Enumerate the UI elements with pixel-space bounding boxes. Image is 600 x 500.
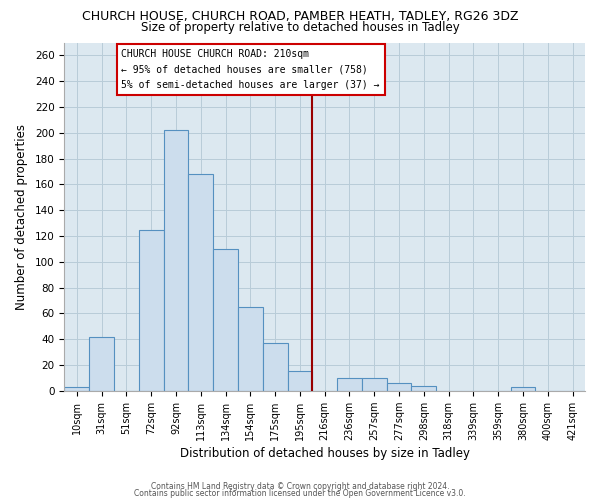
X-axis label: Distribution of detached houses by size in Tadley: Distribution of detached houses by size … (180, 447, 470, 460)
Text: CHURCH HOUSE, CHURCH ROAD, PAMBER HEATH, TADLEY, RG26 3DZ: CHURCH HOUSE, CHURCH ROAD, PAMBER HEATH,… (82, 10, 518, 23)
Text: Contains HM Land Registry data © Crown copyright and database right 2024.: Contains HM Land Registry data © Crown c… (151, 482, 449, 491)
Bar (337, 378, 362, 391)
Bar (89, 336, 114, 391)
Bar (213, 249, 238, 391)
Bar (263, 343, 287, 391)
Bar (164, 130, 188, 391)
Bar (139, 230, 164, 391)
Bar (238, 307, 263, 391)
Bar (188, 174, 213, 391)
Y-axis label: Number of detached properties: Number of detached properties (15, 124, 28, 310)
Text: Size of property relative to detached houses in Tadley: Size of property relative to detached ho… (140, 21, 460, 34)
Bar (287, 372, 313, 391)
Bar (386, 383, 412, 391)
Bar (362, 378, 386, 391)
Bar (412, 386, 436, 391)
Text: CHURCH HOUSE CHURCH ROAD: 210sqm
← 95% of detached houses are smaller (758)
5% o: CHURCH HOUSE CHURCH ROAD: 210sqm ← 95% o… (121, 49, 380, 90)
Bar (511, 387, 535, 391)
Bar (64, 387, 89, 391)
Text: Contains public sector information licensed under the Open Government Licence v3: Contains public sector information licen… (134, 488, 466, 498)
